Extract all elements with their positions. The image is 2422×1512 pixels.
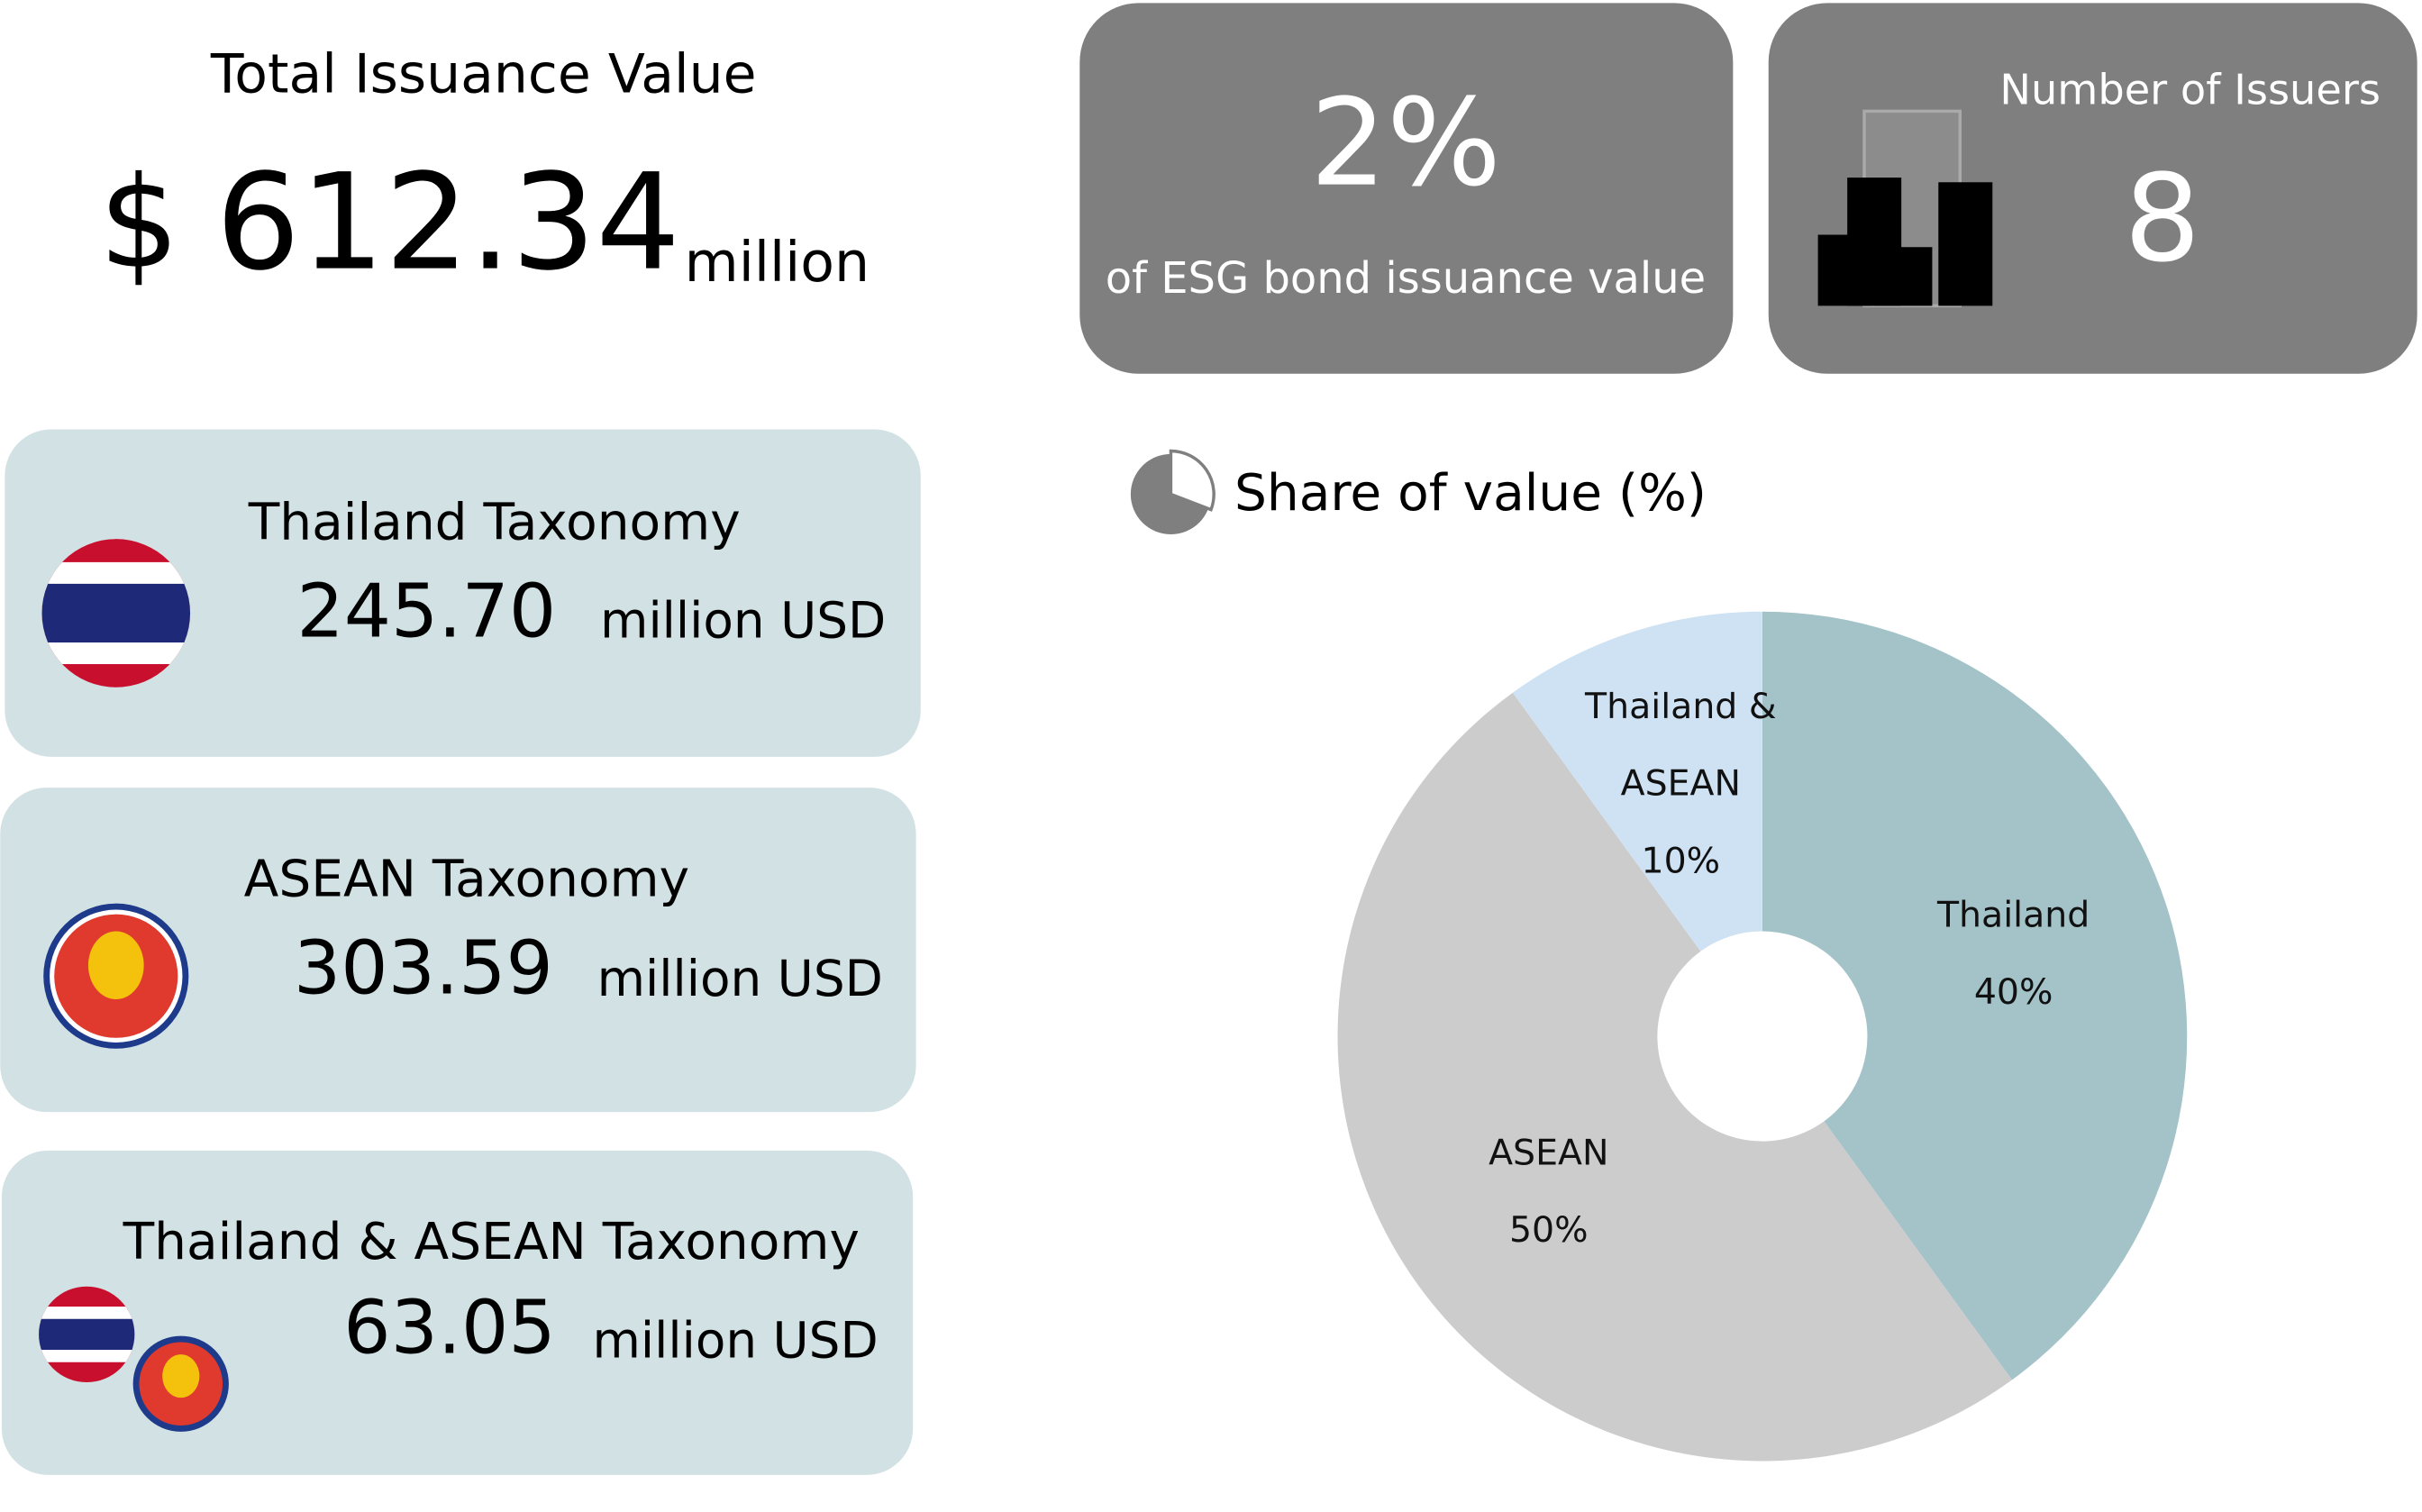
slice-value: 50% [1508, 1209, 1589, 1251]
card-value: 303.59 [294, 925, 553, 1011]
donut-chart: Thailand 40% ASEAN 50% Thailand & ASEAN 10% [1337, 611, 2188, 1462]
share-caption: of ESG bond issuance value [1106, 253, 1706, 304]
card [1, 1150, 914, 1475]
total-unit: million [685, 230, 870, 295]
asean-emblem [43, 903, 189, 1049]
card-title: Thailand & ASEAN Taxonomy [123, 1212, 860, 1271]
building-icon [1817, 109, 1993, 308]
card [0, 788, 916, 1113]
slice-name: ASEAN [1489, 1133, 1609, 1173]
slice-value: 10% [1641, 842, 1721, 879]
card-unit: million USD [592, 1311, 878, 1369]
pie-slice [1337, 692, 2012, 1462]
slice-label: Thailand & ASEAN 10% [1550, 692, 1812, 878]
card-title: ASEAN Taxonomy [244, 849, 689, 908]
slice-name: Thailand & ASEAN [1585, 692, 1777, 806]
card [5, 429, 921, 757]
total-title: Total Issuance Value [210, 42, 757, 105]
card-unit: million USD [600, 592, 886, 650]
thai-flag [39, 1286, 135, 1383]
slice-label-box: ASEAN 50% [1417, 1099, 1680, 1285]
card-value: 63.05 [343, 1286, 556, 1371]
card-title: Thailand Taxonomy [248, 492, 741, 551]
chart-title: Share of value (%) [1234, 463, 1707, 523]
issuers-label: Number of Issuers [1999, 65, 2381, 114]
total-value: 612.34 [215, 145, 680, 300]
slice-name: Thailand [1936, 896, 2090, 936]
asean-emblem [132, 1335, 229, 1432]
slice-value: 40% [1973, 973, 2053, 1014]
pie-icon [1130, 449, 1216, 535]
pie-slice [1512, 611, 1762, 952]
pie-slice [1762, 611, 2188, 1380]
slice-label: Thailand 40% [1882, 862, 2144, 1048]
slice-label-box: Thailand & ASEAN 10% [1550, 692, 1812, 878]
card-unit: million USD [597, 950, 883, 1007]
total-currency: $ [99, 150, 179, 297]
slice-label: ASEAN 50% [1417, 1099, 1680, 1285]
share-value: 2% [1310, 73, 1501, 214]
card-value: 245.70 [296, 569, 556, 654]
issuers-value: 8 [2124, 149, 2200, 289]
thai-flag [41, 539, 191, 688]
share-card [1079, 3, 1734, 374]
slice-label-box: Thailand 40% [1882, 862, 2144, 1048]
